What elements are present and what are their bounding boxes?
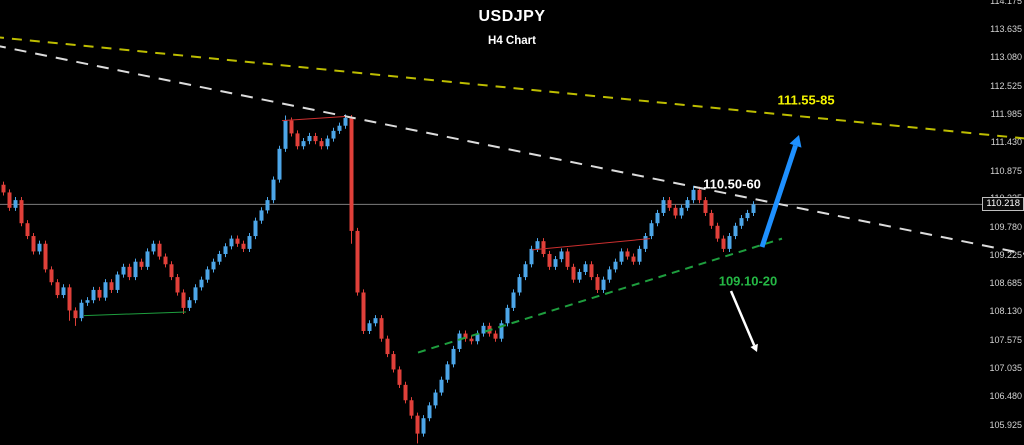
price-axis-label: 114.175 — [990, 0, 1022, 7]
timeframe-title: H4 Chart — [488, 35, 536, 47]
chart-title-block: USDJPY H4 Chart — [478, 8, 545, 47]
resistance-zone-label[interactable]: 111.55-85 — [777, 92, 835, 108]
bullish-projection-arrow[interactable] — [759, 135, 802, 248]
price-axis-label: 108.685 — [989, 277, 1022, 288]
price-axis-label: 107.035 — [989, 362, 1022, 373]
current-price-tag: 110.218 — [982, 197, 1024, 212]
price-axis-label: 111.985 — [990, 108, 1022, 119]
price-axis-label: 113.080 — [990, 52, 1022, 63]
red-top-line[interactable] — [281, 115, 346, 122]
price-axis-label: 112.525 — [990, 80, 1022, 91]
white-descending-line[interactable] — [0, 45, 1024, 255]
green-base-line[interactable] — [83, 311, 187, 317]
price-axis-label: 109.780 — [989, 221, 1022, 232]
price-axis-label: 108.130 — [989, 306, 1022, 317]
symbol-title: USDJPY — [478, 8, 546, 25]
price-axis-label: 107.575 — [989, 334, 1022, 345]
price-axis-label: 106.480 — [989, 391, 1022, 402]
red-mid-line[interactable] — [531, 238, 651, 251]
price-axis-label: 109.225 — [989, 250, 1022, 261]
support-zone-label[interactable]: 109.10-20 — [718, 273, 778, 289]
yellow-resistance-line[interactable] — [0, 36, 1024, 140]
green-support-line[interactable] — [417, 237, 783, 354]
price-axis-label: 105.925 — [989, 419, 1022, 430]
price-axis[interactable]: 114.175 113.635 113.080 112.525 111.985 111.4… — [964, 0, 1024, 445]
mid-zone-label[interactable]: 110.50-60 — [703, 176, 761, 192]
candles — [1, 114, 756, 444]
price-axis-label: 110.875 — [990, 165, 1022, 176]
bearish-alternative-arrow[interactable] — [729, 290, 758, 352]
price-axis-label: 111.430 — [990, 137, 1022, 148]
price-axis-label: 113.635 — [990, 23, 1022, 34]
